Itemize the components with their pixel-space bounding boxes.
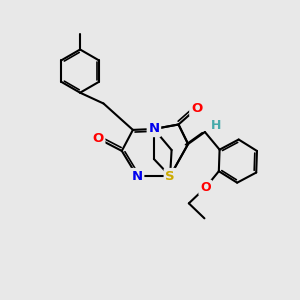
Text: O: O — [92, 132, 104, 145]
Text: S: S — [165, 169, 175, 183]
Text: O: O — [200, 181, 211, 194]
Text: H: H — [211, 119, 221, 132]
Text: N: N — [131, 169, 143, 183]
Text: N: N — [148, 122, 160, 136]
Text: O: O — [191, 102, 202, 115]
